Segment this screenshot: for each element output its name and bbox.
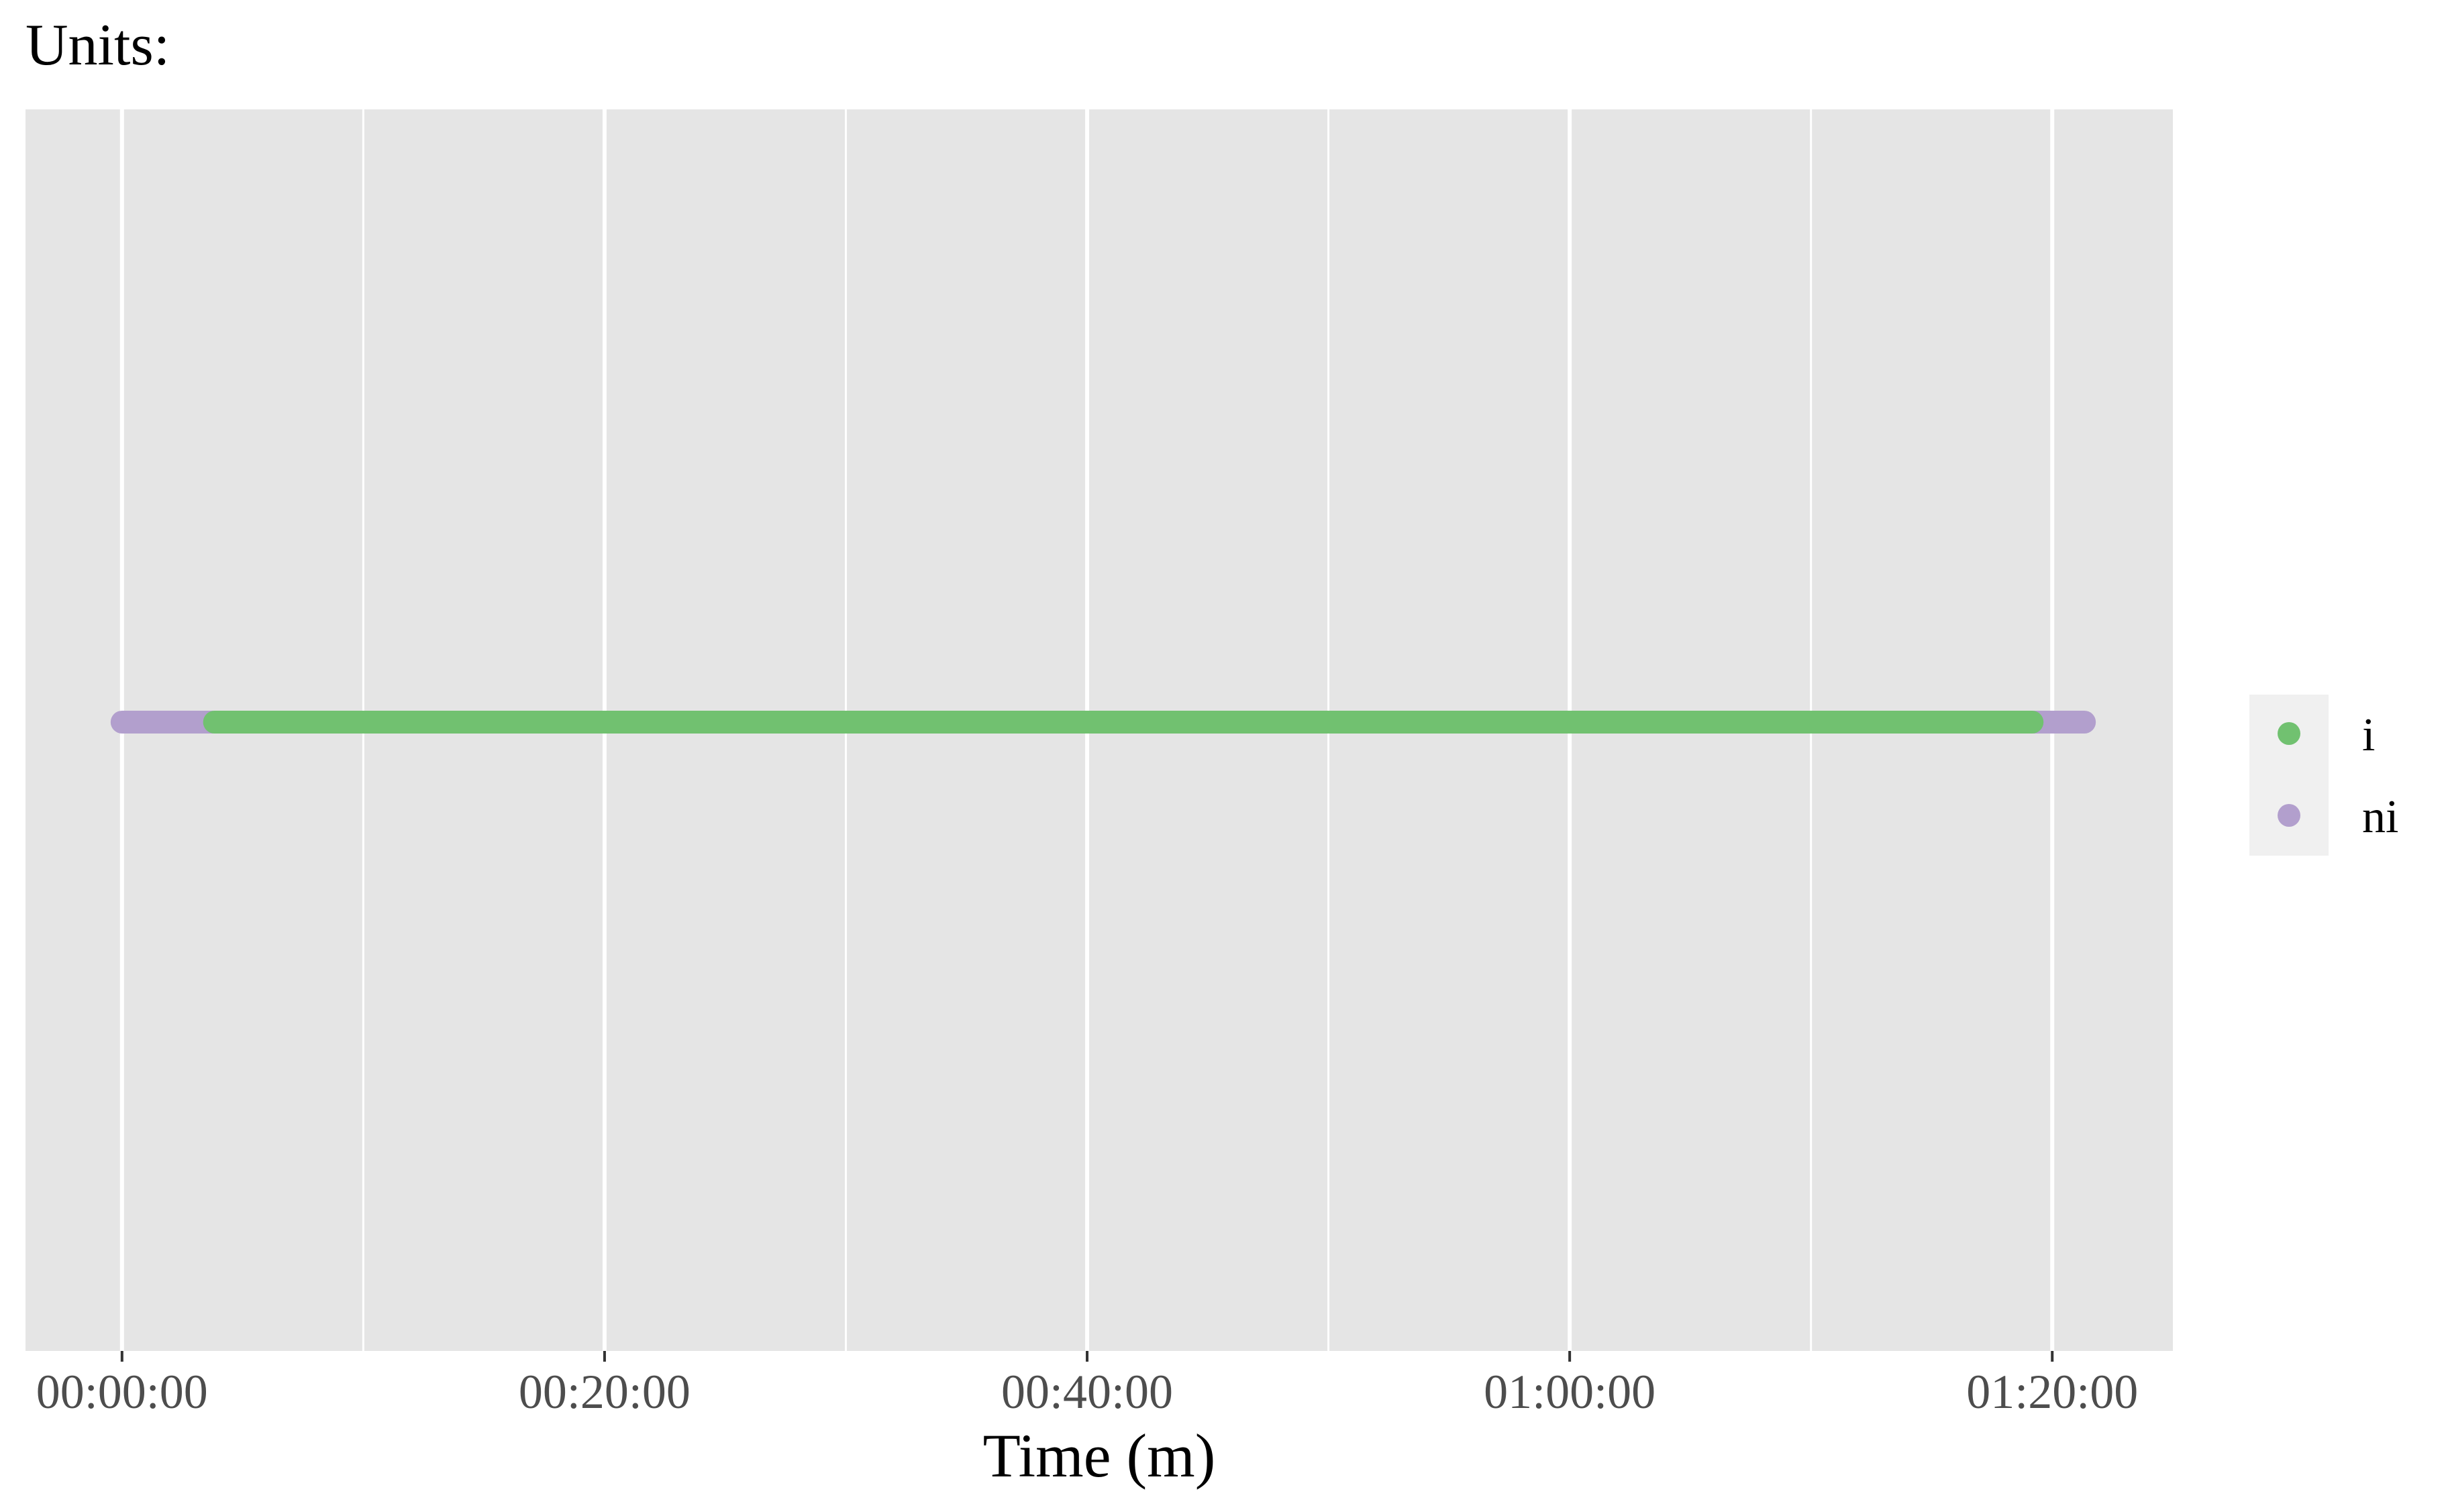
- legend: i ni: [2249, 695, 2398, 856]
- legend-label-ni: ni: [2362, 791, 2398, 843]
- legend-swatch-ni: [2278, 804, 2300, 827]
- x-axis: 00:00:00 00:20:00 00:40:00 01:00:00 01:20:00: [36, 1351, 2138, 1419]
- x-tick-label-1: 00:20:00: [519, 1365, 691, 1419]
- x-tick-label-3: 01:00:00: [1484, 1365, 1655, 1419]
- chart-title: Units:: [26, 13, 170, 78]
- legend-key-background: [2249, 695, 2329, 856]
- x-tick-label-2: 00:40:00: [1001, 1365, 1173, 1419]
- legend-label-i: i: [2362, 709, 2375, 761]
- x-axis-label: Time (m): [983, 1421, 1216, 1490]
- x-tick-label-0: 00:00:00: [36, 1365, 208, 1419]
- legend-swatch-i: [2278, 722, 2300, 745]
- x-tick-label-4: 01:20:00: [1966, 1365, 2138, 1419]
